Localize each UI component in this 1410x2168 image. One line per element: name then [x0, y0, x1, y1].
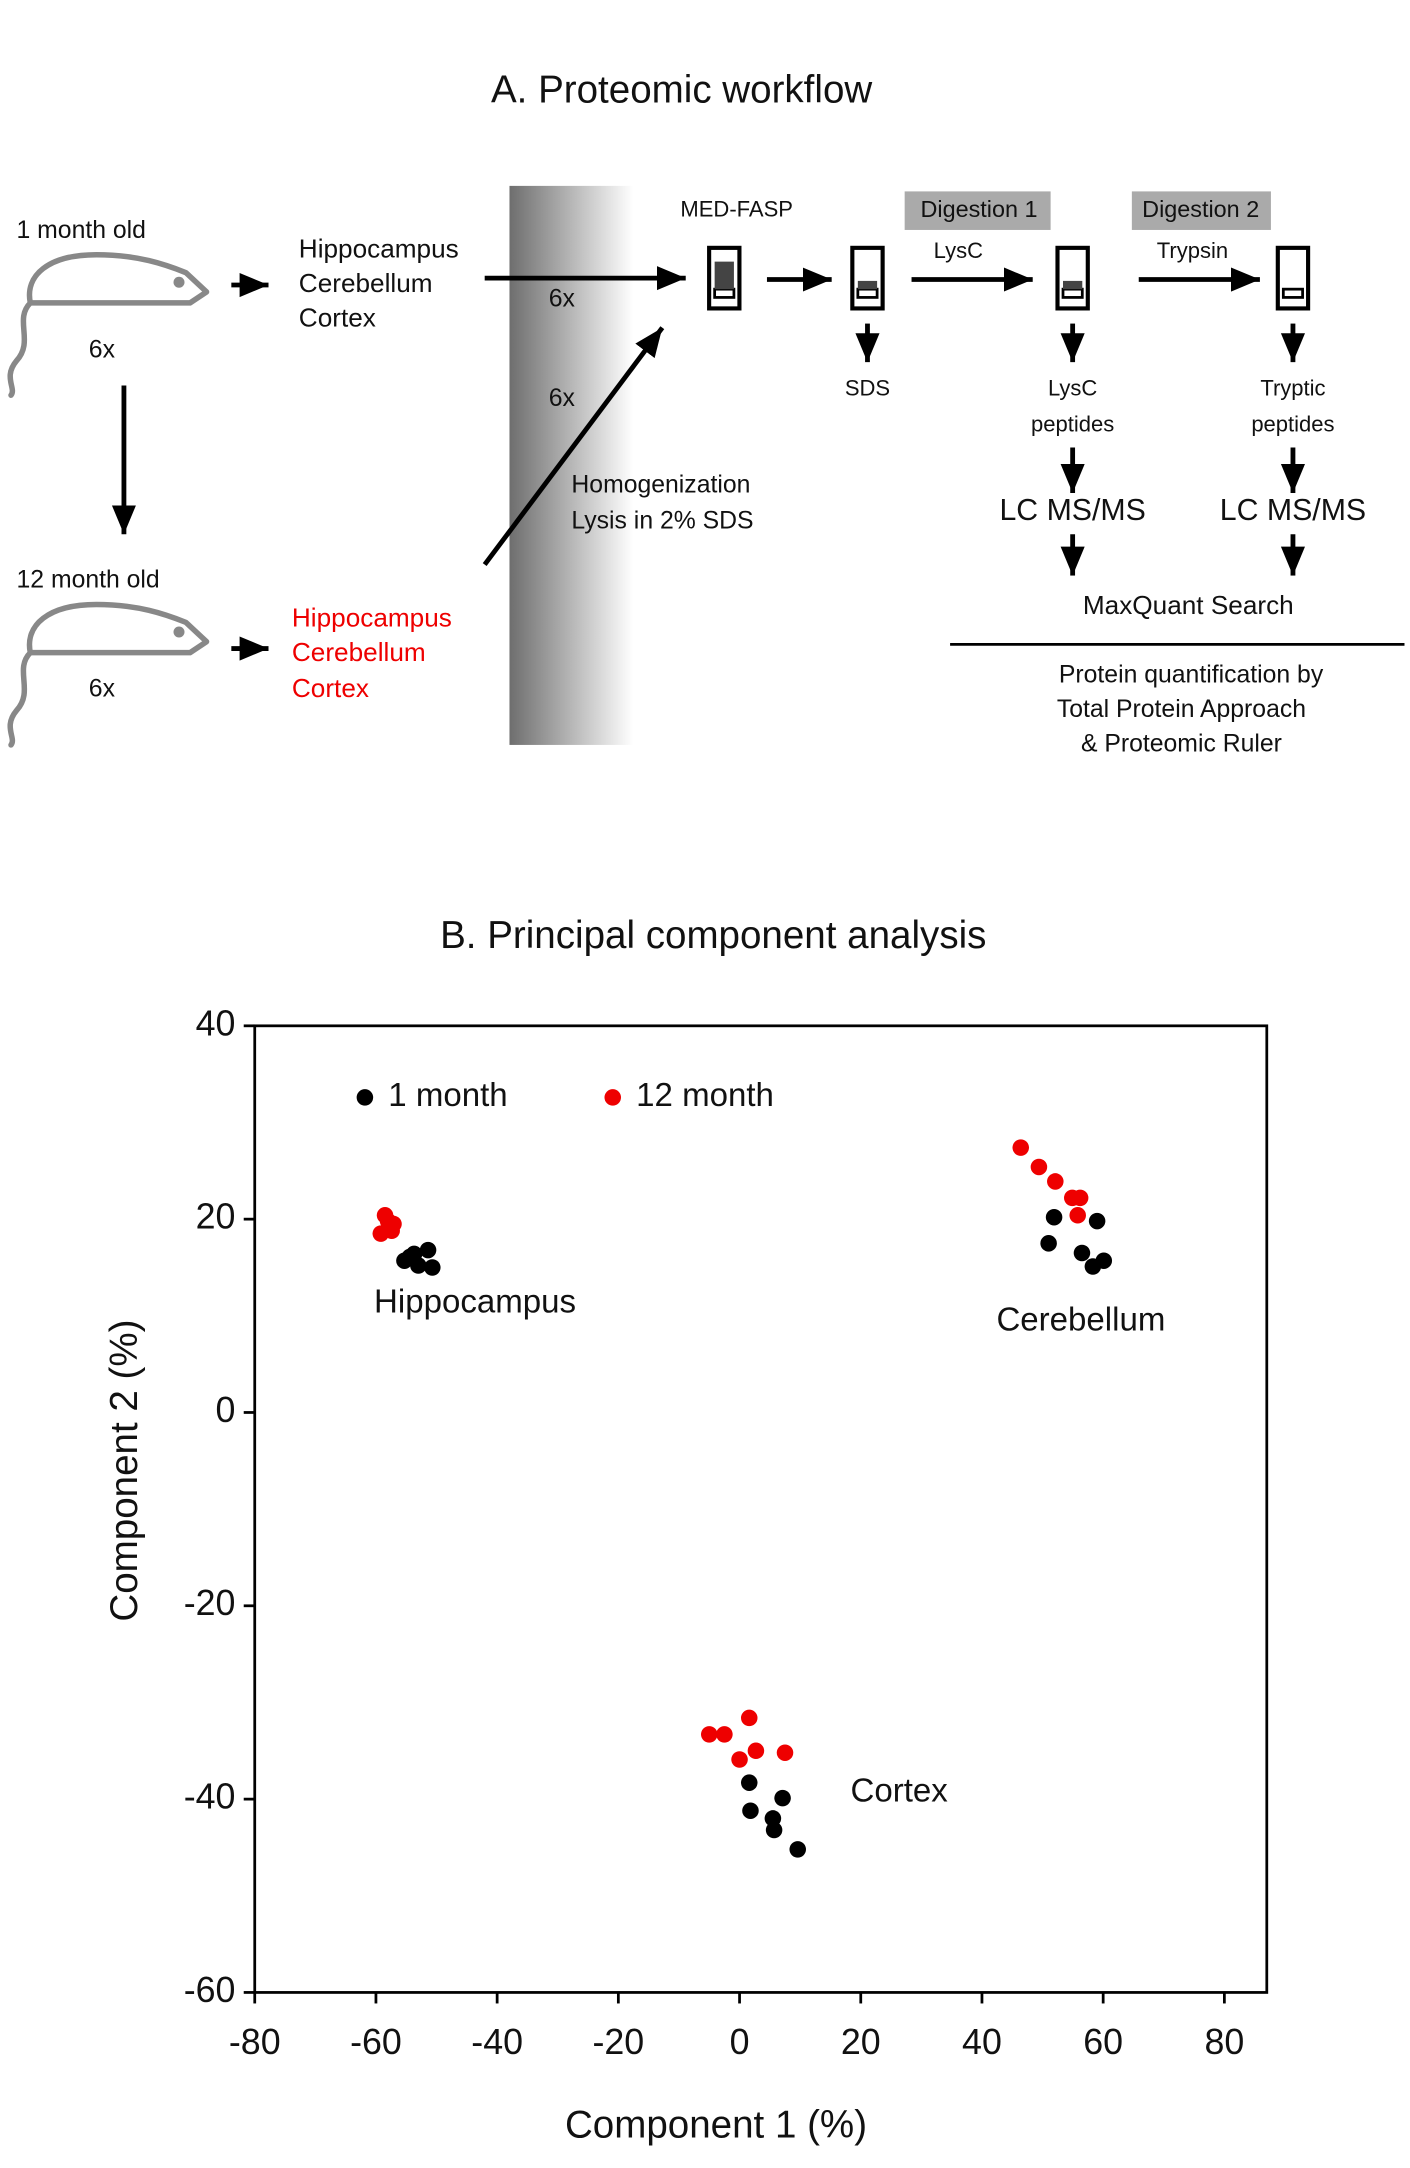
- legend-marker: [604, 1089, 622, 1106]
- y-axis-label: Component 2 (%): [103, 1320, 146, 1622]
- tissue: Cortex: [292, 673, 369, 703]
- step-label: MED-FASP: [680, 196, 793, 221]
- x-tick-label: 20: [841, 2022, 881, 2062]
- annotation: Cerebellum: [996, 1302, 1165, 1339]
- step-label: MaxQuant Search: [1083, 590, 1294, 620]
- step-label: Trypsin: [1157, 238, 1228, 263]
- digestion-box: [904, 191, 1051, 230]
- point: [419, 1241, 437, 1259]
- point: [747, 1742, 765, 1760]
- pca-chart: B. Principal component analysis Componen…: [103, 914, 1269, 2147]
- legend-label: 12 month: [636, 1077, 774, 1114]
- step-label: & Proteomic Ruler: [1081, 730, 1282, 757]
- step-label: Tryptic: [1260, 375, 1325, 400]
- point: [1095, 1252, 1113, 1269]
- mouse: [7, 251, 210, 398]
- point: [401, 1248, 419, 1266]
- y-tick-label: -40: [184, 1777, 236, 1817]
- point: [1045, 1208, 1063, 1226]
- point: [1030, 1158, 1048, 1176]
- tube-fill: [857, 280, 878, 290]
- point: [1047, 1173, 1064, 1190]
- step-label: Digestion 2: [1142, 196, 1259, 222]
- point: [1088, 1212, 1106, 1230]
- point: [776, 1744, 794, 1761]
- annotation: Hippocampus: [374, 1284, 576, 1321]
- annotation: Cortex: [851, 1773, 949, 1810]
- step-label: SDS: [845, 375, 890, 400]
- tube: [1278, 248, 1308, 309]
- point: [740, 1709, 758, 1727]
- point: [765, 1821, 783, 1839]
- age-label: 12 month old: [17, 567, 160, 594]
- workflow: A. Proteomic workflow 1 month old 6x Hip…: [7, 68, 1405, 757]
- tissue: Hippocampus: [299, 234, 459, 264]
- gradient-bar: [509, 185, 634, 745]
- point: [1040, 1235, 1057, 1252]
- y-tick-label: 20: [196, 1197, 236, 1237]
- x-axis-label: Component 1 (%): [565, 2104, 867, 2147]
- step-label: LC MS/MS: [999, 494, 1145, 527]
- point: [789, 1841, 806, 1858]
- tissue: Hippocampus: [292, 603, 452, 633]
- n-label: 6x: [89, 675, 116, 702]
- point: [1071, 1189, 1089, 1207]
- step-label: Total Protein Approach: [1057, 696, 1306, 723]
- x-tick-label: -20: [592, 2022, 644, 2062]
- n-label: 6x: [549, 286, 576, 313]
- point: [700, 1726, 718, 1743]
- point: [742, 1802, 759, 1819]
- legend-label: 1 month: [388, 1077, 507, 1114]
- age-label: 1 month old: [17, 217, 146, 244]
- step-label: LysC: [934, 238, 983, 263]
- point: [1073, 1244, 1091, 1262]
- point: [716, 1726, 733, 1743]
- mouse: [7, 601, 210, 748]
- mouse-eye: [173, 276, 185, 288]
- step-label: peptides: [1251, 411, 1334, 436]
- step-label: LysC: [1048, 375, 1097, 400]
- point: [774, 1789, 791, 1807]
- tube: [1057, 248, 1087, 309]
- step-label: Protein quantification by: [1059, 662, 1324, 689]
- step-label: Digestion 1: [920, 196, 1037, 222]
- x-tick-label: -60: [350, 2022, 402, 2062]
- tissue: Cerebellum: [292, 637, 426, 667]
- point: [731, 1751, 748, 1768]
- tube-fill: [1063, 280, 1083, 290]
- y-tick-label: -60: [184, 1970, 236, 2010]
- point: [1012, 1139, 1030, 1156]
- arrow: [482, 326, 665, 566]
- x-tick-label: -80: [229, 2022, 281, 2062]
- point: [740, 1774, 758, 1791]
- legend-marker: [356, 1089, 374, 1106]
- point: [424, 1259, 441, 1276]
- x-tick-label: -40: [471, 2022, 523, 2062]
- tube: [852, 248, 882, 309]
- x-tick-label: 60: [1083, 2022, 1123, 2062]
- n-label: 6x: [89, 337, 116, 364]
- point: [1069, 1207, 1086, 1224]
- x-tick-label: 40: [962, 2022, 1002, 2062]
- y-tick-label: 0: [216, 1390, 236, 1430]
- step-label: peptides: [1031, 411, 1114, 436]
- workflow-title: A. Proteomic workflow: [491, 68, 872, 111]
- n-label: 6x: [549, 385, 576, 412]
- tissue: Cortex: [299, 302, 376, 332]
- tube-fill: [714, 261, 734, 290]
- chart-title: B. Principal component analysis: [440, 914, 986, 957]
- step-label: LC MS/MS: [1220, 494, 1366, 527]
- tissue: Cerebellum: [299, 268, 433, 298]
- x-tick-label: 80: [1204, 2022, 1244, 2062]
- x-tick-label: 0: [730, 2022, 750, 2062]
- process-label: Homogenization: [571, 472, 750, 499]
- point: [379, 1212, 397, 1230]
- digestion-box: [1131, 191, 1271, 230]
- process-label: Lysis in 2% SDS: [571, 507, 753, 534]
- y-tick-label: 40: [196, 1003, 236, 1043]
- plot-frame: [253, 1024, 1269, 1994]
- y-tick-label: -20: [184, 1583, 236, 1623]
